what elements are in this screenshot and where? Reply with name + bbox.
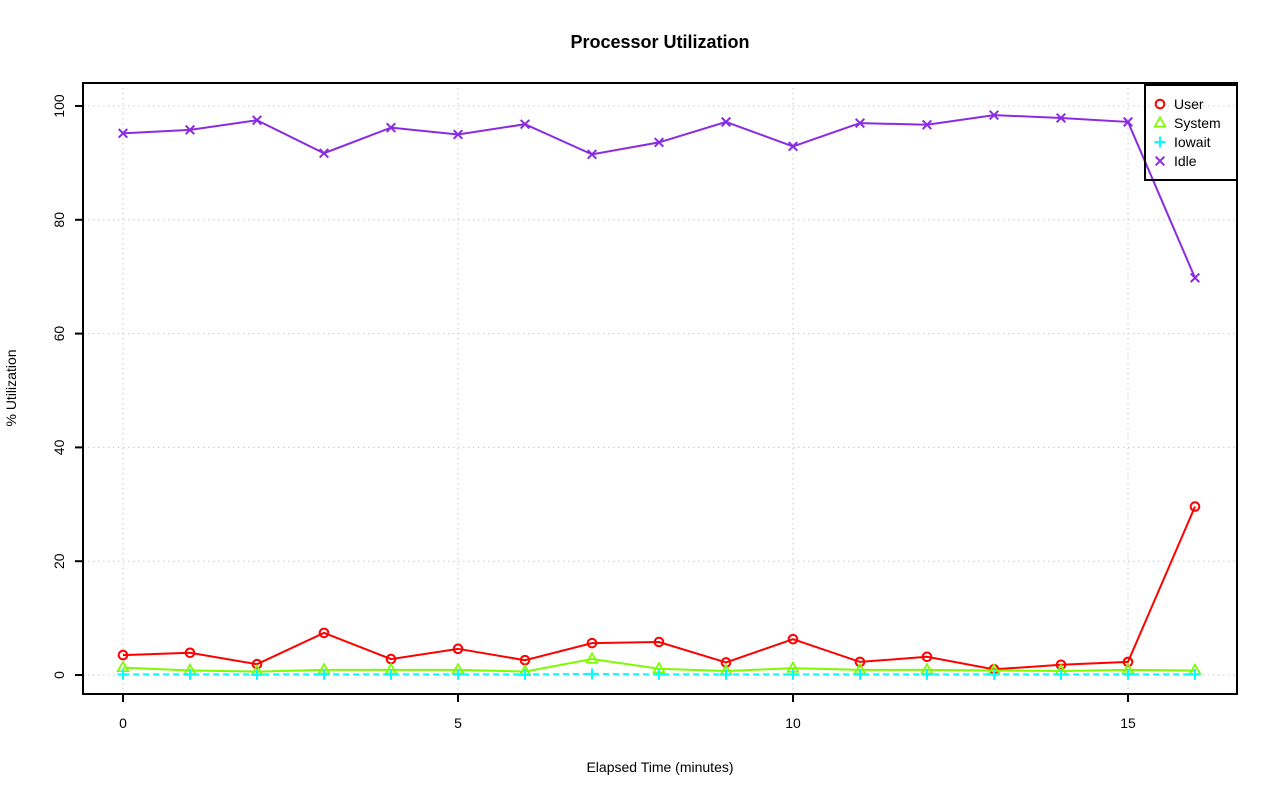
marker-idle [720, 116, 732, 127]
series-idle [117, 110, 1201, 283]
marker-user [452, 643, 464, 655]
legend-marker-iowait [1154, 136, 1166, 148]
marker-idle [653, 137, 665, 148]
marker-iowait [921, 668, 933, 680]
legend-label-user: User [1174, 96, 1204, 112]
marker-iowait [318, 668, 330, 680]
y-tick-label: 0 [51, 671, 67, 679]
legend-item-user: User [1154, 96, 1204, 112]
marker-idle [854, 118, 866, 129]
marker-iowait [251, 668, 263, 680]
legend-label-iowait: Iowait [1174, 134, 1211, 150]
marker-idle [318, 148, 330, 159]
x-tick-label: 15 [1120, 715, 1136, 731]
plot-border [82, 82, 1238, 695]
marker-iowait [586, 668, 598, 680]
legend-item-system: System [1153, 115, 1221, 131]
chart-title: Processor Utilization [570, 32, 749, 52]
marker-user [653, 636, 665, 648]
x-tick-label: 5 [454, 715, 462, 731]
marker-user [586, 637, 598, 649]
y-tick-label: 60 [51, 326, 67, 342]
series-line-system [122, 658, 1196, 673]
legend-label-idle: Idle [1174, 153, 1197, 169]
legend-item-idle: Idle [1154, 153, 1197, 169]
marker-user [1189, 501, 1201, 512]
marker-iowait [1122, 668, 1134, 680]
marker-iowait [519, 668, 531, 680]
marker-idle [184, 124, 196, 135]
series-line-idle [122, 114, 1196, 279]
series-line-user [122, 506, 1196, 671]
x-tick-label: 10 [785, 715, 801, 731]
marker-iowait [854, 668, 866, 680]
marker-user [184, 647, 196, 659]
marker-iowait [988, 668, 1000, 680]
legend-box [1144, 84, 1238, 181]
marker-user [921, 651, 933, 663]
marker-idle [452, 129, 464, 140]
series-iowait [117, 668, 1201, 680]
marker-user [787, 633, 799, 645]
marker-iowait [452, 668, 464, 680]
legend-marker-user [1154, 98, 1166, 110]
marker-idle [586, 149, 598, 160]
legend: User System Iowait Idle [1144, 84, 1238, 181]
marker-idle [1189, 272, 1201, 283]
marker-idle [988, 110, 1000, 121]
y-tick-label: 80 [51, 212, 67, 228]
marker-idle [1122, 116, 1134, 127]
marker-user [1122, 656, 1134, 668]
y-axis-label: % Utilization [3, 349, 19, 426]
marker-idle [1055, 112, 1067, 123]
series-user [117, 501, 1201, 675]
legend-marker-system [1153, 115, 1167, 128]
marker-iowait [1189, 668, 1201, 680]
marker-user [117, 649, 129, 661]
marker-idle [385, 122, 397, 133]
legend-marker-idle [1154, 155, 1166, 167]
marker-system [585, 651, 599, 664]
marker-iowait [1055, 668, 1067, 680]
y-tick-label: 100 [51, 94, 67, 118]
marker-user [854, 656, 866, 668]
marker-idle [117, 128, 129, 139]
marker-idle [787, 141, 799, 152]
marker-iowait [385, 668, 397, 680]
legend-label-system: System [1174, 115, 1221, 131]
x-tick-label: 0 [119, 715, 127, 731]
marker-idle [251, 115, 263, 126]
marker-idle [519, 119, 531, 130]
marker-iowait [117, 668, 129, 680]
marker-user [251, 658, 263, 670]
marker-iowait [653, 668, 665, 680]
marker-user [318, 627, 330, 639]
series-line-iowait [123, 672, 1195, 676]
y-tick-label: 40 [51, 439, 67, 455]
marker-iowait [787, 668, 799, 680]
y-tick-label: 20 [51, 553, 67, 569]
marker-idle [921, 119, 933, 130]
marker-iowait [184, 668, 196, 680]
marker-iowait [720, 668, 732, 680]
x-axis-label: Elapsed Time (minutes) [586, 759, 733, 775]
plot-generated-layer: 0 5 10 15 0 20 40 60 80 100 User System Iowait Idle [51, 82, 1238, 731]
legend-item-iowait: Iowait [1154, 134, 1211, 150]
